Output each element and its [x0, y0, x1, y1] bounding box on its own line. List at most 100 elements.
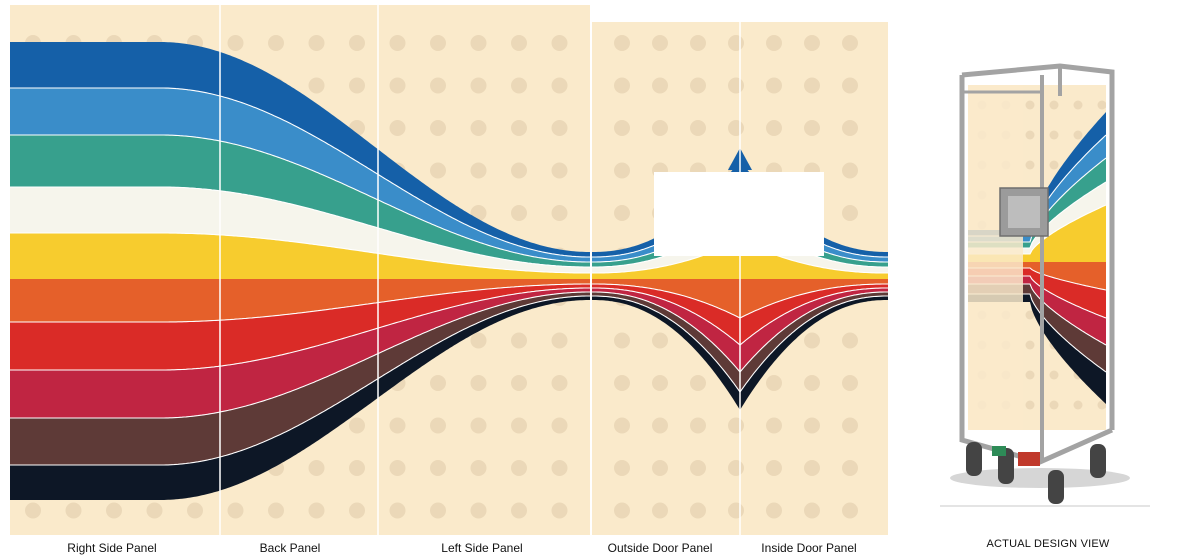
pattern-dot — [766, 502, 782, 519]
door-window-cutout — [654, 172, 824, 256]
pattern-dot — [511, 205, 527, 221]
pattern-dot — [268, 35, 284, 51]
pattern-dot — [511, 35, 527, 51]
pattern-dot — [614, 460, 630, 476]
pattern-dot — [389, 35, 406, 51]
pattern-dot — [1049, 370, 1059, 380]
pattern-dot — [614, 375, 630, 391]
pattern-dot — [308, 460, 325, 476]
pattern-dot — [690, 77, 706, 94]
pattern-dot — [430, 502, 446, 519]
pattern-dot — [511, 417, 527, 434]
pattern-dot — [842, 460, 858, 476]
pattern-dot — [614, 417, 630, 434]
pattern-dot — [842, 332, 858, 349]
stripe-red — [10, 284, 590, 370]
pattern-dot — [470, 120, 487, 136]
stripe-yellow — [968, 205, 1106, 262]
pattern-dot — [430, 417, 446, 434]
stripe-separator — [10, 87, 590, 258]
pattern-dot — [690, 35, 706, 51]
pattern-dot — [308, 502, 325, 519]
pattern-dot — [106, 502, 122, 519]
pattern-dot — [470, 417, 487, 434]
stripe-separator — [10, 283, 590, 323]
pattern-dot — [652, 35, 668, 51]
pattern-dot — [470, 35, 487, 51]
pattern-dot — [227, 35, 244, 51]
stripe-yellow — [10, 233, 590, 279]
pattern-dot — [728, 502, 744, 519]
stripe-white — [592, 214, 888, 273]
pattern-dot — [389, 460, 406, 476]
stripe-separator — [10, 186, 590, 268]
pattern-dot — [652, 417, 668, 434]
pattern-dot — [804, 460, 820, 476]
pattern-dot — [652, 120, 668, 136]
pattern-dot — [842, 162, 858, 179]
stripe-blue-dark — [10, 42, 590, 257]
pattern-dot — [1025, 400, 1035, 410]
pattern-dot — [511, 375, 527, 391]
stripe-teal — [10, 135, 590, 267]
pattern-dot — [551, 205, 568, 221]
pattern-dot — [470, 332, 487, 349]
panel-label-outside-door: Outside Door Panel — [607, 541, 713, 555]
stripe-crimson — [10, 288, 590, 418]
pattern-dot — [1049, 100, 1059, 110]
pattern-dot — [1025, 370, 1035, 380]
stripe-separator — [10, 134, 590, 263]
panel-label-left-side: Left Side Panel — [441, 541, 523, 555]
pattern-dot — [728, 35, 744, 51]
pattern-dot — [614, 502, 630, 519]
pattern-dot — [389, 77, 406, 94]
preview-underline — [940, 505, 1150, 507]
pattern-dot — [389, 502, 406, 519]
stripe-orange — [968, 262, 1106, 290]
pattern-dot — [430, 120, 446, 136]
pattern-dot — [470, 162, 487, 179]
pattern-dot — [187, 502, 203, 519]
pattern-dot — [614, 120, 630, 136]
pattern-dot — [842, 77, 858, 94]
pattern-dot — [652, 460, 668, 476]
pattern-dot — [614, 205, 630, 221]
pattern-dot — [804, 332, 820, 349]
pattern-dot — [349, 77, 365, 94]
pattern-dot — [1025, 130, 1035, 140]
pattern-dot — [766, 460, 782, 476]
pattern-dot — [511, 460, 527, 476]
pattern-dot — [551, 77, 568, 94]
pattern-dot — [511, 332, 527, 349]
pattern-dot — [652, 332, 668, 349]
pattern-dot — [551, 332, 568, 349]
pattern-dot — [430, 460, 446, 476]
pattern-dot — [804, 417, 820, 434]
pattern-dot — [766, 417, 782, 434]
stripe-red — [592, 284, 888, 345]
door-panels-area — [592, 22, 888, 535]
stripe-separator — [10, 287, 590, 371]
pattern-dot — [842, 502, 858, 519]
pattern-dot — [65, 502, 82, 519]
pattern-dot — [842, 120, 858, 136]
pattern-dot — [349, 460, 365, 476]
pattern-dot — [804, 120, 820, 136]
pattern-dot — [511, 502, 527, 519]
pattern-dot — [766, 35, 782, 51]
pattern-dot — [1025, 310, 1035, 320]
pattern-dot — [308, 35, 325, 51]
pattern-dot — [470, 77, 487, 94]
panel-label-inside-door: Inside Door Panel — [761, 541, 857, 555]
pattern-dot — [227, 502, 244, 519]
stripe-white — [10, 187, 590, 273]
pattern-dot — [842, 35, 858, 51]
pattern-dot — [652, 77, 668, 94]
panel-label-right-side: Right Side Panel — [67, 541, 157, 555]
pattern-dot — [804, 77, 820, 94]
pattern-dot — [614, 35, 630, 51]
pattern-dot — [349, 502, 365, 519]
pattern-dot — [551, 162, 568, 179]
pattern-dot — [470, 375, 487, 391]
